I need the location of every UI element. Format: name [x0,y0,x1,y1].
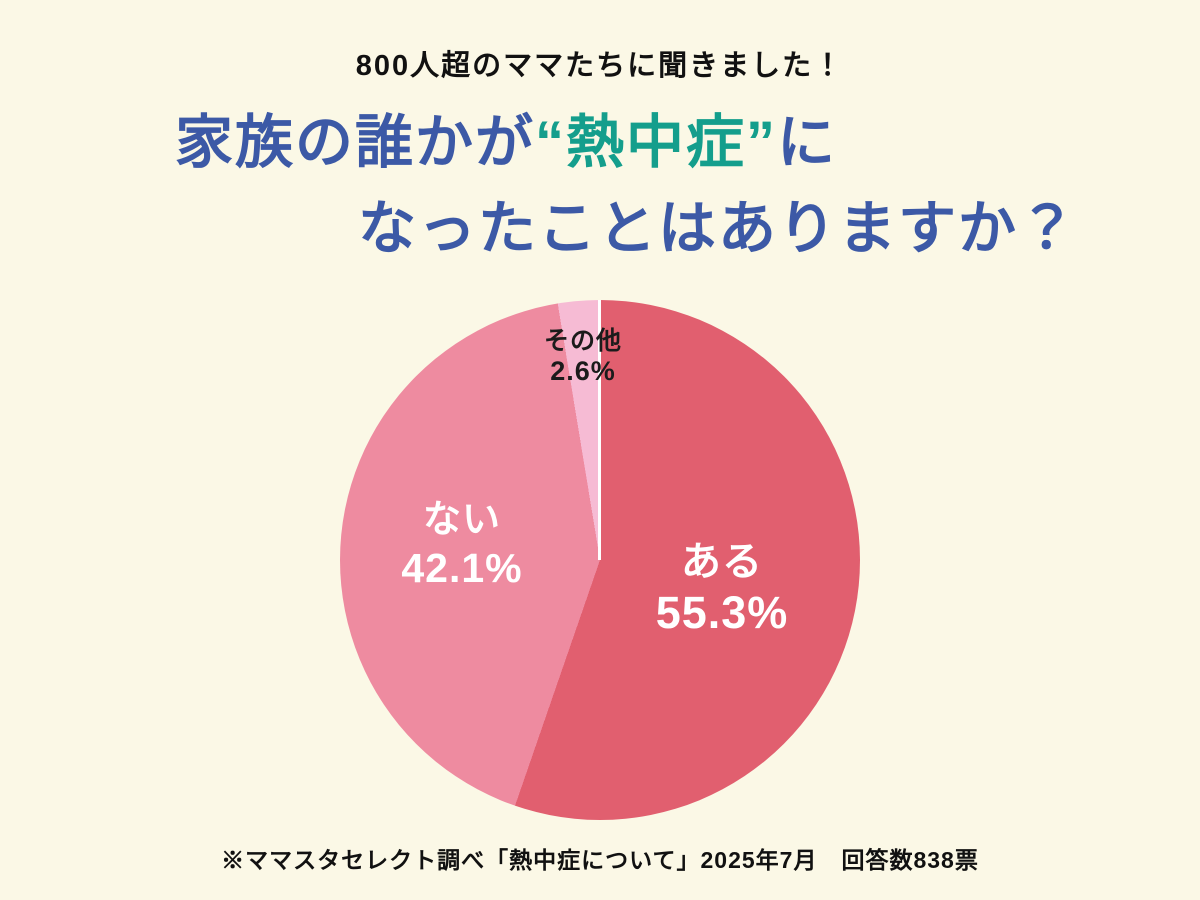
slice-aru-value: 55.3% [655,587,789,638]
slice-label-nai: ない 42.1% [362,497,562,593]
title-prefix: 家族の誰かが [175,110,536,175]
slice-label-sonota: その他 2.6% [523,326,643,386]
slice-aru-name: ある [681,540,763,584]
slice-nai-name: ない [422,499,501,541]
title-suffix: に [777,110,838,175]
survey-subtitle: 800人超のママたちに聞きました！ [355,50,845,82]
title-highlight: “熱中症” [535,110,778,175]
slice-sonota-name: その他 [543,327,622,355]
source-note: ※ママスタセレクト調べ「熱中症について」2025年7月 回答数838票 [221,847,979,873]
page-title: 家族の誰かが“熱中症”に なったことはありますか？ [0,100,1200,272]
title-line-1: 家族の誰かが“熱中症”に [0,100,1200,186]
slice-divider [598,300,601,560]
slice-nai-value: 42.1% [401,545,523,591]
title-line-2: なったことはありますか？ [358,196,1079,261]
chart-area: ある 55.3% ない 42.1% その他 2.6% [340,300,860,820]
slice-label-aru: ある 55.3% [622,538,822,640]
slice-sonota-value: 2.6% [550,356,616,386]
